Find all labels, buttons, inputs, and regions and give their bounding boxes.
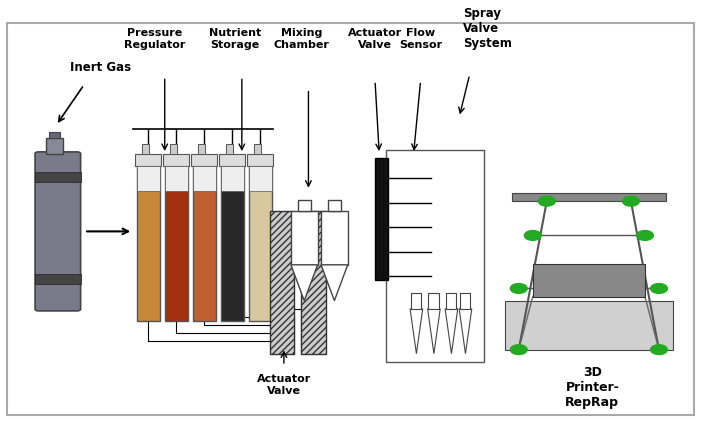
Bar <box>165 166 188 191</box>
Bar <box>249 166 272 191</box>
Circle shape <box>510 345 527 354</box>
Bar <box>163 154 189 166</box>
Bar <box>221 166 244 191</box>
Bar <box>193 166 216 321</box>
Polygon shape <box>321 265 348 301</box>
Text: Actuator
Valve: Actuator Valve <box>257 374 311 396</box>
Bar <box>142 144 149 154</box>
Bar <box>386 150 484 362</box>
Text: Flow
Sensor: Flow Sensor <box>399 28 442 50</box>
Bar <box>411 293 421 309</box>
Text: Pressure
Regulator: Pressure Regulator <box>123 28 185 50</box>
Bar <box>170 144 177 154</box>
Circle shape <box>622 196 639 206</box>
Text: Actuator
Valve: Actuator Valve <box>348 28 402 50</box>
Bar <box>533 264 645 297</box>
Text: Mixing
Chamber: Mixing Chamber <box>273 28 329 50</box>
Bar <box>219 154 245 166</box>
Circle shape <box>524 231 541 240</box>
Text: 3D
Printer-
RepRap: 3D Printer- RepRap <box>565 366 620 409</box>
Bar <box>137 166 160 321</box>
Circle shape <box>637 231 653 240</box>
Bar <box>297 200 311 211</box>
Bar <box>135 154 161 166</box>
Bar <box>49 132 60 137</box>
Bar <box>191 154 217 166</box>
Circle shape <box>538 196 555 206</box>
Text: Nutrient
Storage: Nutrient Storage <box>209 28 261 50</box>
Bar <box>226 144 233 154</box>
Bar <box>221 166 244 321</box>
Bar <box>193 166 216 191</box>
Text: Inert Gas: Inert Gas <box>70 61 131 74</box>
Polygon shape <box>291 265 318 301</box>
Polygon shape <box>445 309 458 354</box>
Bar <box>35 274 81 284</box>
Bar <box>198 144 205 154</box>
FancyBboxPatch shape <box>35 152 81 311</box>
Bar <box>35 172 81 182</box>
Bar <box>165 166 188 321</box>
Bar <box>254 144 261 154</box>
Bar <box>375 158 388 280</box>
Bar <box>328 200 341 211</box>
Bar <box>512 193 666 201</box>
Text: Spray
Valve
System: Spray Valve System <box>463 7 512 50</box>
Circle shape <box>651 345 667 354</box>
Bar <box>249 166 272 321</box>
Polygon shape <box>505 301 673 350</box>
Bar <box>291 211 318 265</box>
Bar <box>460 293 470 309</box>
Bar <box>321 211 348 265</box>
Circle shape <box>510 283 527 294</box>
Bar <box>301 211 326 354</box>
Polygon shape <box>459 309 472 354</box>
Bar <box>137 166 160 191</box>
Bar <box>428 293 439 309</box>
Bar <box>247 154 273 166</box>
Bar <box>446 293 456 309</box>
Bar <box>46 137 63 154</box>
Bar <box>270 211 294 354</box>
Polygon shape <box>428 309 440 354</box>
Polygon shape <box>410 309 423 354</box>
Circle shape <box>651 283 667 294</box>
